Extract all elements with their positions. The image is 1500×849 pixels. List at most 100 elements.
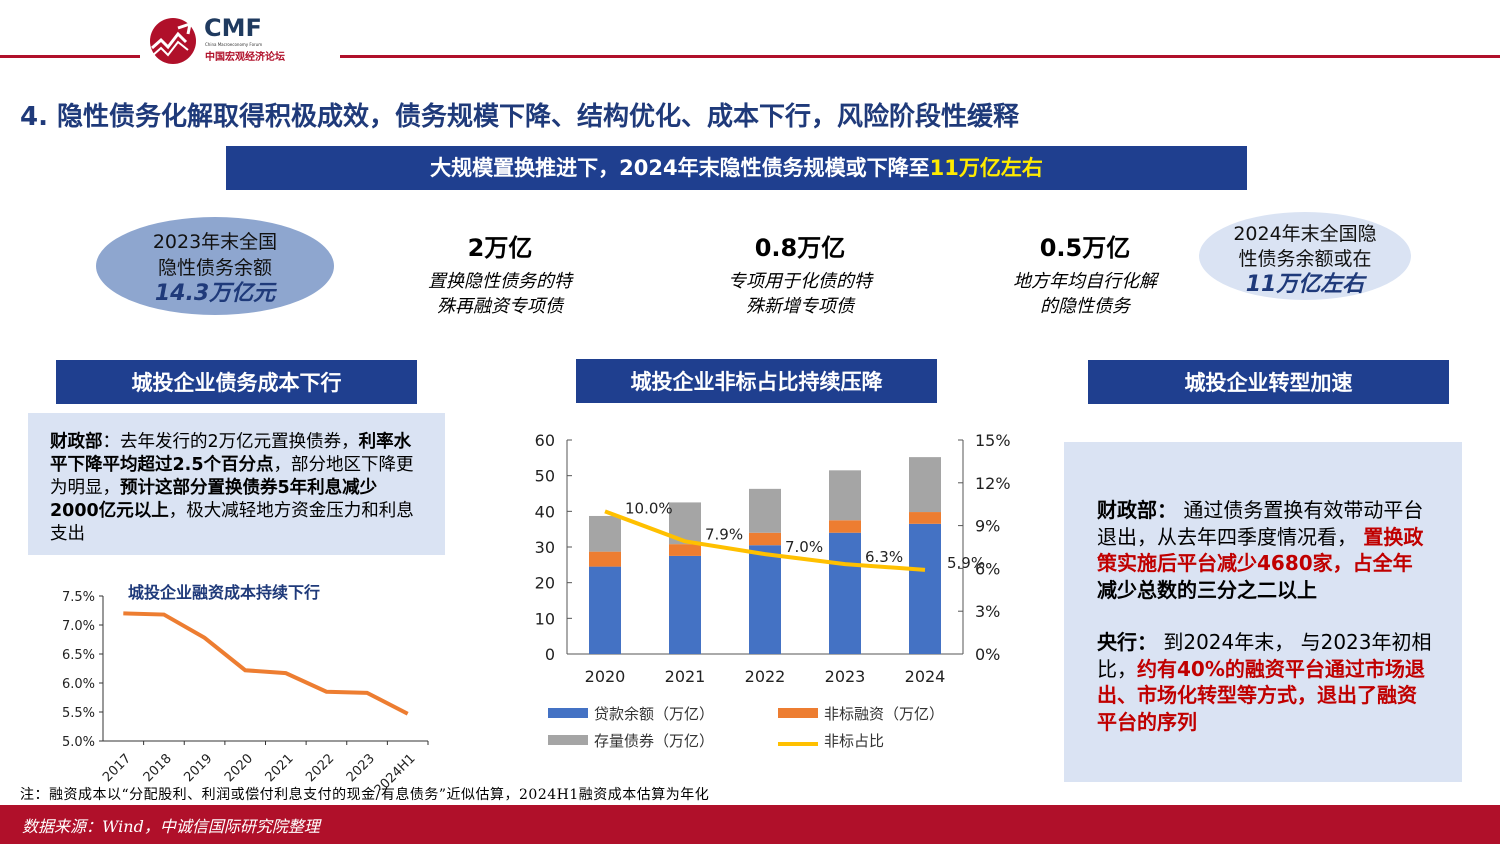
y-tick-label: 50 (535, 467, 555, 486)
text-bold: 财政部： (1097, 498, 1177, 522)
y-tick-label: 5.0% (62, 735, 95, 750)
y2-tick-label: 0% (975, 645, 1000, 664)
y2-tick-label: 12% (975, 474, 1011, 493)
y2-tick-label: 15% (975, 431, 1011, 450)
chart-title: 城投企业融资成本持续下行 (128, 583, 320, 602)
oval-line: 隐性债务余额 (96, 255, 334, 281)
x-tick-label: 2022 (745, 667, 786, 686)
bar-segment (749, 533, 781, 545)
oval-value: 11万亿左右 (1246, 272, 1365, 297)
oval-2023-debt: 2023年末全国 隐性债务余额 14.3万亿元 (96, 217, 334, 315)
x-tick-label: 2024 (905, 667, 946, 686)
stat-new-special-bonds: 0.8万亿 专项用于化债的特殊新增专项债 (690, 228, 910, 319)
bar-segment (669, 544, 701, 556)
oval-2024-debt: 2024年末全国隐 性债务余额或在 11万亿左右 (1199, 212, 1411, 300)
data-label: 7.0% (785, 538, 823, 556)
bar-segment (589, 552, 621, 567)
legend-label: 非标融资（万亿） (824, 705, 944, 723)
bar-segment (829, 470, 861, 520)
y-tick-label: 10 (535, 609, 555, 628)
bar-segment (749, 489, 781, 533)
bar-segment (909, 512, 941, 524)
y-tick-label: 6.5% (62, 648, 95, 663)
y-tick-label: 20 (535, 574, 555, 593)
logo-subtitle-en: China Macroeconomy Forum (205, 42, 262, 47)
oval-value: 14.3万亿元 (155, 281, 275, 306)
x-tick-label: 2020 (222, 751, 256, 785)
page-title: 4. 隐性债务化解取得积极成效，债务规模下降、结构优化、成本下行，风险阶段性缓释 (20, 96, 1019, 133)
text-highlight: 约有40%的融资平台通过市场退出、市场化转型等方式，退出了融资平台的序列 (1097, 657, 1425, 734)
stat-value: 2万亿 (390, 228, 610, 263)
legend-label: 存量债券（万亿） (594, 732, 714, 750)
x-tick-label: 2022 (303, 751, 337, 785)
data-label: 7.9% (705, 525, 743, 543)
header-rule-left (0, 55, 140, 58)
section-header-cost: 城投企业债务成本下行 (56, 360, 417, 404)
oval-line: 2024年末全国隐 (1199, 222, 1411, 247)
cost-line (123, 613, 407, 713)
mof-cost-textbox: 财政部：去年发行的2万亿元置换债券，利率水平下降平均超过2.5个百分点，部分地区… (28, 413, 445, 555)
stat-desc: 殊再融资专项债 (390, 294, 610, 319)
y2-tick-label: 9% (975, 517, 1000, 536)
logo-text: CMF (204, 14, 262, 42)
stat-self-resolved: 0.5万亿 地方年均自行化解的隐性债务 (975, 228, 1195, 319)
logo-subtitle-cn: 中国宏观经济论坛 (205, 48, 285, 63)
stat-desc: 地方年均自行化解 (975, 269, 1195, 294)
stat-desc: 专项用于化债的特 (690, 269, 910, 294)
bar-segment (909, 524, 941, 654)
legend-swatch (778, 742, 818, 746)
banner-text: 大规模置换推进下，2024年末隐性债务规模或下降至 (430, 156, 929, 180)
y-tick-label: 7.5% (62, 590, 95, 605)
data-label: 5.9% (947, 554, 985, 572)
header-rule-right (340, 55, 1500, 58)
legend-label: 贷款余额（万亿） (594, 705, 714, 723)
text-bold: 央行： (1097, 630, 1157, 654)
legend-swatch (778, 708, 818, 718)
oval-line: 2023年末全国 (96, 229, 334, 255)
x-tick-label: 2021 (665, 667, 706, 686)
y-tick-label: 60 (535, 431, 555, 450)
y-tick-label: 6.0% (62, 677, 95, 692)
x-tick-label: 2021 (263, 751, 297, 785)
bar-segment (589, 516, 621, 552)
legend-label: 非标占比 (824, 732, 884, 750)
text-bold: 财政部 (50, 432, 103, 452)
logo-mark-icon (148, 16, 198, 66)
banner-highlight: 11万亿左右 (930, 156, 1043, 180)
bar-segment (669, 556, 701, 654)
bar-segment (829, 533, 861, 654)
x-tick-label: 2020 (585, 667, 626, 686)
stat-desc: 的隐性债务 (975, 294, 1195, 319)
legend-swatch (548, 708, 588, 718)
y-tick-label: 0 (545, 645, 555, 664)
x-tick-label: 2023 (825, 667, 866, 686)
bar-segment (909, 457, 941, 512)
bar-segment (749, 545, 781, 654)
stat-desc: 殊新增专项债 (690, 294, 910, 319)
stat-value: 0.8万亿 (690, 228, 910, 263)
stat-replacement-bonds: 2万亿 置换隐性债务的特殊再融资专项债 (390, 228, 610, 319)
headline-banner: 大规模置换推进下，2024年末隐性债务规模或下降至11万亿左右 (226, 146, 1247, 190)
x-tick-label: 2019 (181, 751, 215, 785)
y-tick-label: 40 (535, 502, 555, 521)
y-tick-label: 7.0% (62, 619, 95, 634)
source-footer: 数据来源：Wind，中诚信国际研究院整理 (0, 805, 1500, 844)
y-tick-label: 5.5% (62, 706, 95, 721)
y-tick-label: 30 (535, 538, 555, 557)
x-tick-label: 2018 (141, 751, 175, 785)
section-header-transformation: 城投企业转型加速 (1088, 360, 1449, 404)
section-header-nonstandard: 城投企业非标占比持续压降 (576, 359, 937, 403)
bar-segment (589, 567, 621, 654)
stat-desc: 置换隐性债务的特 (390, 269, 610, 294)
text: ：去年发行的2万亿元置换债券， (103, 432, 359, 452)
oval-line: 性债务余额或在 (1199, 247, 1411, 272)
legend-swatch (548, 735, 588, 745)
data-label: 10.0% (625, 499, 673, 517)
x-tick-label: 2023 (344, 751, 378, 785)
y2-tick-label: 3% (975, 602, 1000, 621)
data-label: 6.3% (865, 548, 903, 566)
stat-value: 0.5万亿 (975, 228, 1195, 263)
cmf-logo: CMF China Macroeconomy Forum 中国宏观经济论坛 (148, 14, 318, 64)
